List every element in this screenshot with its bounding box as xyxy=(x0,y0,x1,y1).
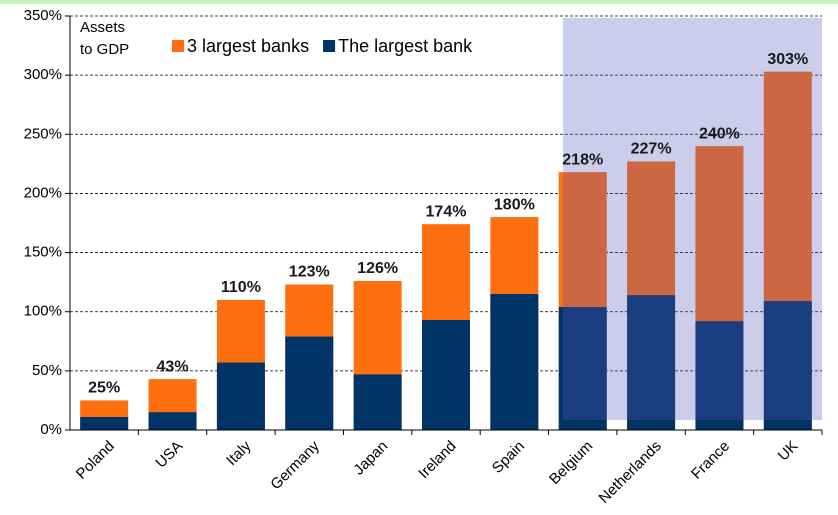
highlight-region xyxy=(563,18,822,420)
value-label: 126% xyxy=(357,260,398,277)
legend-swatch xyxy=(172,40,184,52)
x-tick-label: USA xyxy=(152,438,186,472)
bar xyxy=(216,362,265,430)
legend-swatch xyxy=(323,40,336,52)
bar xyxy=(627,295,676,430)
bar xyxy=(422,319,470,430)
x-tick-label: Belgium xyxy=(546,438,596,488)
value-label: 227% xyxy=(631,141,672,158)
y-tick-label: 200% xyxy=(24,184,62,201)
top-strip xyxy=(0,0,838,4)
value-label: 110% xyxy=(221,279,261,296)
value-label: 25% xyxy=(88,380,120,397)
x-tick-label: France xyxy=(688,438,733,483)
bar xyxy=(353,374,402,430)
value-label: 43% xyxy=(157,358,189,375)
y-tick-label: 150% xyxy=(24,244,62,261)
y-tick-label: 350% xyxy=(24,7,62,24)
bar xyxy=(558,306,607,430)
bar xyxy=(763,301,812,430)
bar xyxy=(285,336,334,430)
legend-label: The largest bank xyxy=(338,36,473,56)
value-label: 123% xyxy=(289,264,330,281)
y-tick-label: 300% xyxy=(24,66,62,83)
x-tick-label: Germany xyxy=(267,437,323,493)
value-label: 218% xyxy=(562,151,603,168)
y-tick-label: 50% xyxy=(32,362,62,379)
annotation: Assets xyxy=(80,19,125,36)
x-tick-label: UK xyxy=(775,438,802,465)
legend-label: 3 largest banks xyxy=(187,36,309,56)
value-label: 174% xyxy=(426,203,467,220)
value-label: 240% xyxy=(699,125,740,142)
x-tick-label: Netherlands xyxy=(596,438,665,507)
bar xyxy=(490,293,539,430)
x-tick-label: Poland xyxy=(73,438,118,483)
bar xyxy=(80,416,129,430)
y-tick-label: 100% xyxy=(24,303,62,320)
y-tick-label: 0% xyxy=(40,421,62,438)
x-tick-label: Japan xyxy=(350,438,391,479)
x-tick-label: Spain xyxy=(489,438,528,477)
annotation: to GDP xyxy=(80,41,129,58)
value-label: 303% xyxy=(767,51,808,68)
x-tick-label: Italy xyxy=(223,437,255,469)
bar xyxy=(695,321,744,430)
x-tick-label: Ireland xyxy=(415,438,459,482)
y-tick-label: 250% xyxy=(24,125,62,142)
bar xyxy=(148,412,197,430)
value-label: 180% xyxy=(494,196,535,213)
